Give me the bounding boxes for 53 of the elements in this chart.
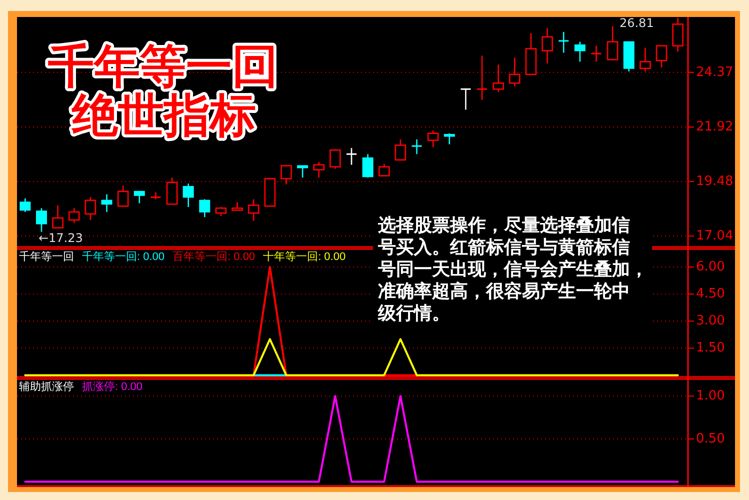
candlestick xyxy=(199,198,210,218)
y-tick-label: 0.50 xyxy=(696,431,725,446)
chart-title: 千年等一回 xyxy=(19,250,74,263)
text: 十年等一回: 0.00 xyxy=(263,250,346,263)
candlestick xyxy=(52,204,64,228)
candlestick xyxy=(313,161,325,178)
candlestick xyxy=(182,182,194,208)
candlestick xyxy=(68,207,80,224)
candlestick xyxy=(166,176,178,205)
candlestick xyxy=(444,132,455,145)
candlestick xyxy=(492,64,504,93)
candlestick xyxy=(476,54,488,100)
candlestick xyxy=(590,45,602,62)
candlestick xyxy=(330,148,341,170)
annotation: 选择股票操作，尽量选择叠加信号买入。红箭标信号与黄箭标信号同一天出现，信号会产生叠加，准确率超高，很容易产生一轮中级行情。 xyxy=(377,215,648,324)
y-tick-label: 3.00 xyxy=(696,314,725,329)
candlestick xyxy=(411,138,423,155)
candlestick xyxy=(134,190,145,204)
candlestick xyxy=(20,198,31,213)
candlestick xyxy=(36,207,47,232)
y-tick-label: 21.92 xyxy=(696,120,734,135)
candlestick xyxy=(248,198,260,222)
candlestick xyxy=(640,47,651,72)
candlestick xyxy=(427,130,439,148)
y-tick-label: 1.50 xyxy=(696,340,725,356)
candlestick xyxy=(606,26,618,60)
candlestick xyxy=(656,45,668,68)
annotation: 26.81 xyxy=(619,16,654,30)
candlestick xyxy=(84,196,96,221)
candlestick xyxy=(117,184,129,207)
y-tick-label: 1.00 xyxy=(696,388,725,404)
y-tick-label: 17.04 xyxy=(696,228,734,244)
y-tick-label: 24.37 xyxy=(696,64,734,80)
text: 千年等一回: 0.00 xyxy=(82,250,165,263)
candlestick xyxy=(346,147,358,166)
candlestick xyxy=(558,31,570,54)
series-label: 百年等一回: 0.00 xyxy=(172,251,256,263)
chart-title: 辅助抓涨停 xyxy=(19,380,74,393)
candlestick xyxy=(460,88,472,110)
y-tick-label: 6.00 xyxy=(696,260,725,275)
annotation: ←17.23 xyxy=(38,230,83,245)
candlestick xyxy=(378,163,390,176)
candlestick xyxy=(394,138,406,161)
candlestick xyxy=(574,41,586,62)
candlestick xyxy=(101,194,112,213)
candlestick xyxy=(280,164,292,186)
text: 抓涨停: 0.00 xyxy=(82,381,143,393)
candlestick xyxy=(509,56,520,87)
y-tick-label: 19.48 xyxy=(696,174,734,190)
y-tick-label: 4.50 xyxy=(696,286,725,302)
candlestick xyxy=(542,28,553,64)
candlestick xyxy=(297,165,308,178)
candlestick xyxy=(362,153,374,178)
